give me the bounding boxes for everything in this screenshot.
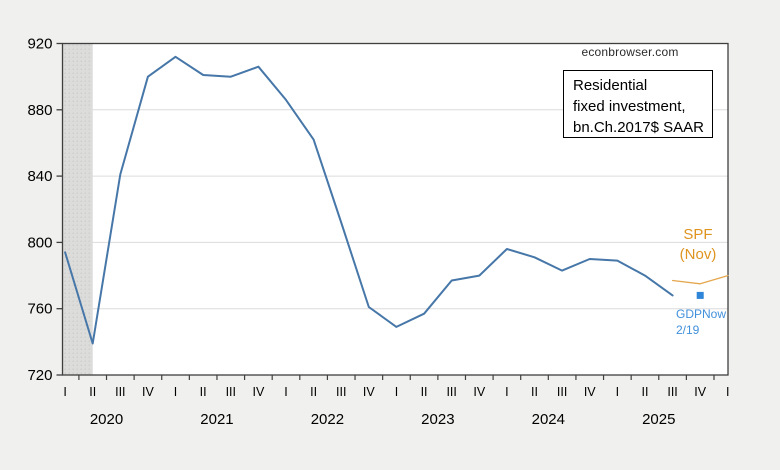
quarter-label: II: [421, 385, 428, 399]
gdpnow-label-line-1: GDPNow: [676, 307, 727, 321]
y-axis-label: 840: [27, 168, 52, 185]
quarter-label: IV: [363, 385, 375, 399]
quarter-label: II: [531, 385, 538, 399]
quarter-label: I: [616, 385, 619, 399]
quarter-label: II: [641, 385, 648, 399]
quarter-label: III: [557, 385, 567, 399]
quarter-label: I: [726, 385, 729, 399]
recession-band: [62, 43, 93, 375]
quarter-label: II: [200, 385, 207, 399]
quarter-label: IV: [252, 385, 264, 399]
spf-label-line-1: SPF: [683, 226, 713, 243]
quarter-label: IV: [584, 385, 596, 399]
quarter-label: I: [174, 385, 177, 399]
gdpnow-marker: [696, 291, 704, 299]
spf-forecast-label: SPF (Nov): [667, 225, 729, 265]
quarter-label: I: [395, 385, 398, 399]
gdpnow-forecast-label: GDPNow 2/19: [676, 306, 746, 338]
quarter-label: IV: [142, 385, 154, 399]
quarter-label: III: [115, 385, 125, 399]
quarter-label: I: [284, 385, 287, 399]
year-label: 2023: [421, 411, 454, 428]
y-axis-label: 880: [27, 102, 52, 119]
quarter-label: IV: [473, 385, 485, 399]
note-line-1: Residential: [573, 77, 648, 94]
year-label: 2024: [532, 411, 565, 428]
quarter-label: III: [667, 385, 677, 399]
quarter-label: I: [505, 385, 508, 399]
year-label: 2021: [200, 411, 233, 428]
year-label: 2025: [642, 411, 675, 428]
plot-border: [61, 42, 729, 376]
note-line-3: bn.Ch.2017$ SAAR: [573, 119, 704, 136]
source-watermark: econbrowser.com: [581, 45, 679, 59]
actual-series-line: [64, 55, 674, 345]
y-axis-label: 920: [27, 36, 52, 53]
gdpnow-label-line-2: 2/19: [676, 323, 700, 337]
year-label: 2020: [90, 411, 123, 428]
spf-label-line-2: (Nov): [679, 246, 717, 263]
quarter-label: II: [89, 385, 96, 399]
spf-forecast-line: [671, 274, 729, 285]
quarter-label: III: [226, 385, 236, 399]
y-axis-label: 800: [27, 234, 52, 251]
y-axis-label: 760: [27, 301, 52, 318]
year-label: 2022: [311, 411, 344, 428]
quarter-label: II: [310, 385, 317, 399]
quarter-label: IV: [694, 385, 706, 399]
quarter-label: III: [336, 385, 346, 399]
y-axis-label: 720: [27, 367, 52, 384]
quarter-label: III: [446, 385, 456, 399]
note-line-2: fixed investment,: [573, 98, 686, 115]
quarter-label: I: [63, 385, 66, 399]
series-note-box: Residential fixed investment, bn.Ch.2017…: [563, 70, 713, 138]
